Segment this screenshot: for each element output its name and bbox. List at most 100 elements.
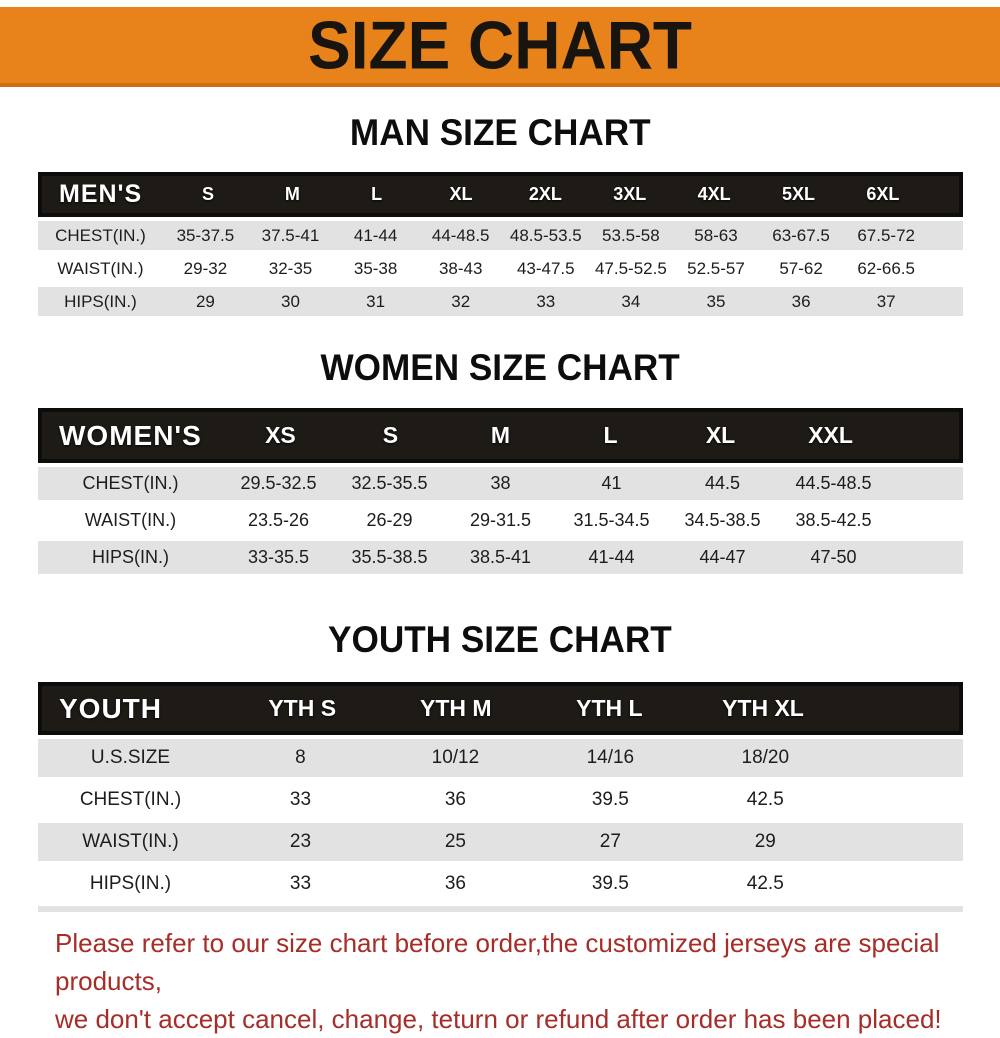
size-value: 32: [451, 291, 471, 311]
size-value: 31: [366, 291, 386, 311]
table-group-label: WOMEN'S: [59, 419, 202, 451]
women-size-chart-table: WOMEN'S XS S M L XL XXL CHEST(IN.) 29.5-32.5 32.5…: [38, 408, 963, 574]
size-value: 23: [289, 831, 312, 852]
size-value: 36: [444, 873, 466, 894]
man-size-chart-section: MAN SIZE CHART MEN'S S M L XL 2XL 3XL 4XL 5XL 6XL C…: [0, 111, 1000, 316]
table-group-label: MEN'S: [59, 180, 143, 208]
size-value: 39.5: [591, 789, 629, 810]
women-size-chart-heading: WOMEN SIZE CHART: [0, 346, 1000, 390]
size-value: 35: [706, 291, 726, 311]
row-label: CHEST(IN.): [55, 225, 146, 245]
size-value: 30: [281, 291, 300, 311]
size-column-header: M: [284, 184, 300, 204]
footnote: Please refer to our size chart before or…: [55, 924, 1000, 1038]
size-column-header: L: [371, 184, 383, 204]
size-column-header: YTH M: [420, 695, 492, 721]
size-value: 62-66.5: [857, 258, 915, 278]
size-value: 33-35.5: [247, 547, 310, 567]
size-value: 33: [289, 789, 312, 810]
man-size-chart-table: MEN'S S M L XL 2XL 3XL 4XL 5XL 6XL CHEST(IN.) 35-37…: [38, 172, 963, 316]
size-column-header: S: [201, 184, 214, 204]
measurement-row: WAIST(IN.) 29-32 32-35 35-38 38-43 43-47.5 47.…: [38, 254, 963, 283]
footnote-line-2: we don't accept cancel, change, teturn o…: [55, 1004, 942, 1034]
size-value: 38.5-41: [469, 547, 532, 567]
size-value: 44.5: [704, 473, 741, 493]
row-label: WAIST(IN.): [84, 510, 177, 530]
size-value: 23.5-26: [247, 510, 310, 530]
man-size-chart-heading: MAN SIZE CHART: [0, 111, 1000, 155]
size-value: 36: [791, 291, 811, 311]
row-label: HIPS(IN.): [89, 873, 172, 894]
measurement-row: CHEST(IN.) 33 36 39.5 42.5: [38, 781, 963, 819]
row-label: WAIST(IN.): [57, 258, 144, 278]
measurement-row: WAIST(IN.) 23.5-26 26-29 29-31.5 31.5-34.5 34…: [38, 504, 963, 537]
size-value: 29.5-32.5: [240, 473, 317, 493]
size-column-header: S: [382, 422, 399, 448]
size-value: 35.5-38.5: [351, 547, 428, 567]
size-value: 34: [621, 291, 641, 311]
table-group-label: YOUTH: [59, 692, 162, 724]
size-value: 37.5-41: [261, 225, 320, 245]
measurement-row: WAIST(IN.) 23 25 27 29: [38, 823, 963, 861]
size-chart-sections: MAN SIZE CHART MEN'S S M L XL 2XL 3XL 4XL 5XL 6XL C…: [0, 111, 1000, 912]
size-value: 53.5-58: [602, 225, 660, 245]
man-size-chart-table-header: MEN'S S M L XL 2XL 3XL 4XL 5XL 6XL: [38, 172, 963, 217]
size-value: 67.5-72: [857, 225, 915, 245]
size-value: 36: [444, 789, 466, 810]
youth-size-chart-heading: YOUTH SIZE CHART: [0, 618, 1000, 662]
size-value: 39.5: [591, 873, 629, 894]
size-value: 29-32: [183, 258, 228, 278]
women-size-chart-section: WOMEN SIZE CHART WOMEN'S XS S M L XL XXL CHEST(I…: [0, 346, 1000, 574]
size-column-header: XS: [265, 422, 296, 448]
size-value: 35-38: [353, 258, 398, 278]
measurement-row: HIPS(IN.) 33-35.5 35.5-38.5 38.5-41 41-44 44-…: [38, 541, 963, 574]
footnote-line-1: Please refer to our size chart before or…: [55, 928, 940, 996]
size-column-header: XXL: [808, 422, 853, 448]
size-value: 44-48.5: [431, 225, 490, 245]
size-column-header: YTH S: [268, 695, 337, 721]
size-value: 37: [876, 291, 896, 311]
size-column-header: 5XL: [781, 184, 815, 204]
size-value: 63-67.5: [772, 225, 830, 245]
size-value: 25: [444, 831, 466, 852]
size-value: 47-50: [810, 547, 857, 567]
table-footer-bar: [38, 906, 963, 912]
size-value: 32-35: [268, 258, 313, 278]
size-value: 34.5-38.5: [684, 510, 761, 530]
size-value: 57-62: [779, 258, 823, 278]
size-value: 48.5-53.5: [509, 225, 582, 245]
size-column-header: 6XL: [866, 184, 900, 204]
size-column-header: M: [490, 422, 511, 448]
row-label: HIPS(IN.): [64, 291, 137, 311]
size-value: 38.5-42.5: [795, 510, 872, 530]
row-label: WAIST(IN.): [82, 831, 179, 852]
size-column-header: 3XL: [613, 184, 647, 204]
youth-size-chart-table: YOUTH YTH S YTH M YTH L YTH XL U.S.SIZE 8 10/12…: [38, 682, 963, 912]
measurement-row: CHEST(IN.) 29.5-32.5 32.5-35.5 38 41 44.5 44.5…: [38, 467, 963, 500]
measurement-row: U.S.SIZE 8 10/12 14/16 18/20: [38, 739, 963, 777]
size-value: 58-63: [694, 225, 738, 245]
size-value: 42.5: [746, 873, 784, 894]
size-value: 10/12: [431, 747, 480, 768]
row-label: U.S.SIZE: [90, 747, 171, 768]
size-value: 29: [754, 831, 776, 852]
size-value: 33: [289, 873, 312, 894]
size-value: 52.5-57: [687, 258, 745, 278]
banner: SIZE CHART: [0, 7, 1000, 87]
youth-size-chart-table-header: YOUTH YTH S YTH M YTH L YTH XL: [38, 682, 963, 735]
size-column-header: XL: [705, 422, 736, 448]
measurement-row: CHEST(IN.) 35-37.5 37.5-41 41-44 44-48.5 48.5…: [38, 221, 963, 250]
size-value: 31.5-34.5: [573, 510, 650, 530]
size-column-header: 4XL: [697, 184, 731, 204]
size-value: 33: [536, 291, 556, 311]
size-chart-page: SIZE CHART MAN SIZE CHART MEN'S S M L XL 2XL 3X…: [0, 7, 1000, 1038]
youth-size-chart-section: YOUTH SIZE CHART YOUTH YTH S YTH M YTH L YTH …: [0, 618, 1000, 912]
size-value: 38: [490, 473, 511, 493]
size-value: 41-44: [353, 225, 398, 245]
size-value: 35-37.5: [176, 225, 235, 245]
size-value: 32.5-35.5: [351, 473, 428, 493]
size-column-header: XL: [449, 184, 473, 204]
size-value: 38-43: [438, 258, 483, 278]
size-value: 14/16: [586, 747, 635, 768]
size-value: 41-44: [588, 547, 635, 567]
